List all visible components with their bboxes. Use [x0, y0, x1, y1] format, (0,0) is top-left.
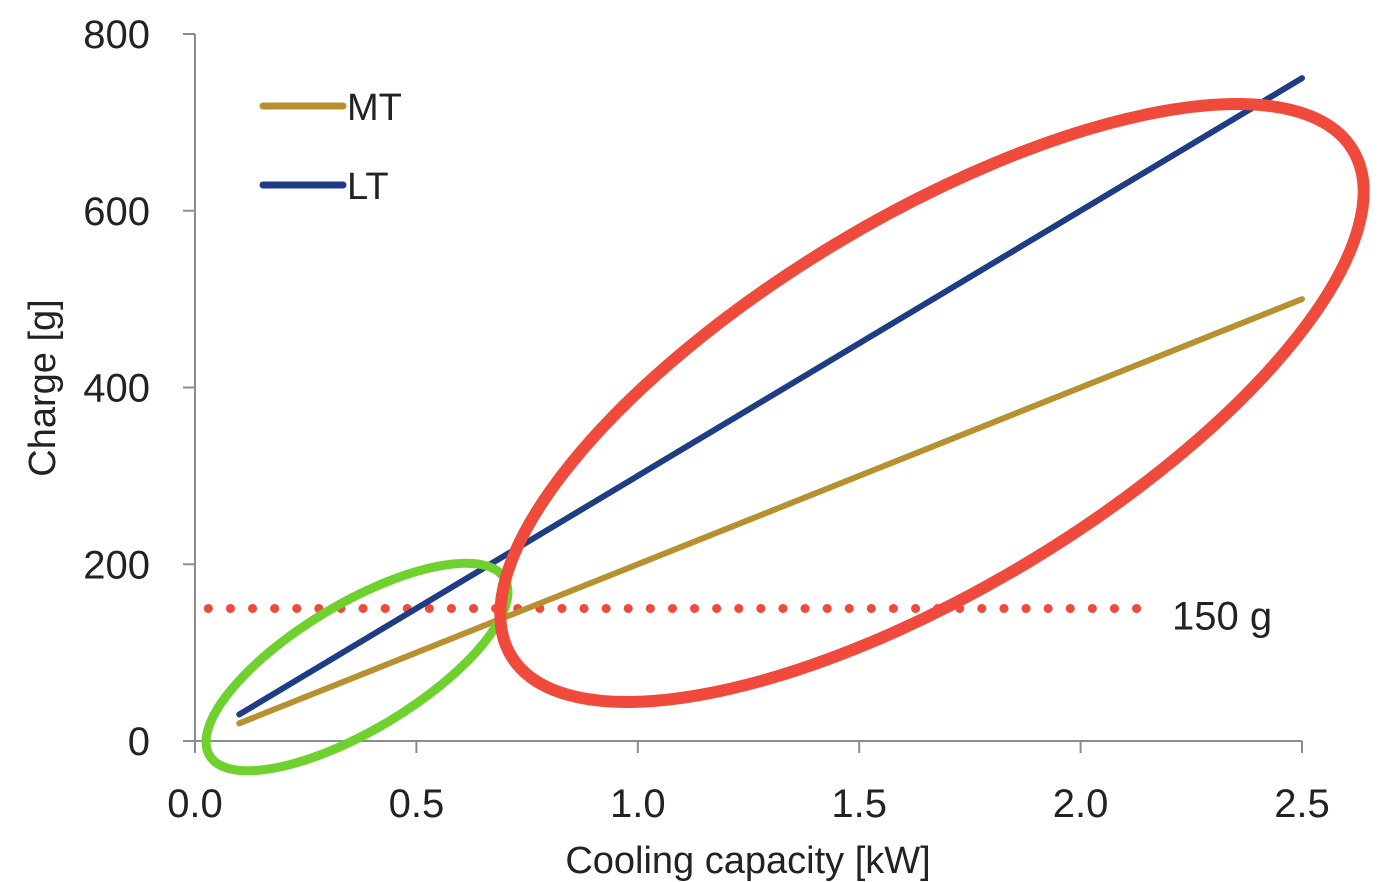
axes-layer: 0 200 400 600 800 0.0 0.5 1.0 1.5 2.0 2.5	[83, 13, 1330, 826]
x-tick-label: 2.0	[1053, 782, 1109, 826]
green-ellipse-annotation	[201, 558, 513, 776]
series-line-mt	[236, 296, 1305, 727]
reference-line-label: 150 g	[1172, 594, 1272, 638]
x-tick-label: 0.5	[389, 782, 445, 826]
y-tick-label: 200	[83, 543, 150, 587]
reference-line-layer: 150 g	[203, 594, 1272, 638]
annotation-layer	[201, 98, 1370, 776]
legend: MT LT	[259, 87, 402, 208]
y-axis-title: Charge [g]	[22, 299, 64, 476]
red-ellipse-annotation	[494, 98, 1370, 708]
series-layer	[236, 75, 1305, 727]
x-tick-label: 2.5	[1274, 782, 1330, 826]
series-line-lt	[236, 75, 1305, 718]
legend-label-mt: MT	[347, 87, 402, 129]
y-tick-label: 400	[83, 367, 150, 411]
y-tick-label: 800	[83, 13, 150, 57]
y-tick-label: 600	[83, 190, 150, 234]
y-tick-label: 0	[128, 720, 150, 764]
x-tick-label: 0.0	[167, 782, 223, 826]
x-tick-label: 1.0	[610, 782, 666, 826]
x-axis-title: Cooling capacity [kW]	[565, 840, 930, 882]
legend-label-lt: LT	[347, 166, 389, 208]
x-tick-label: 1.5	[831, 782, 887, 826]
